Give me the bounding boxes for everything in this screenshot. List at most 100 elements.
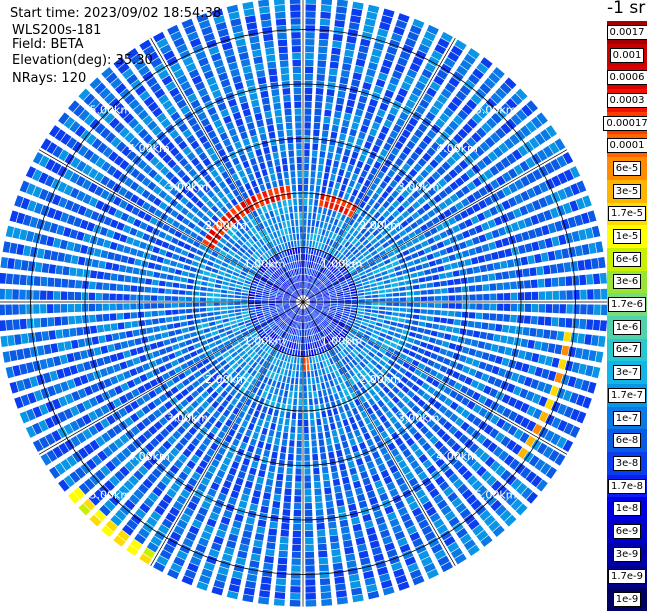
data-bin: [2, 351, 11, 363]
data-bin: [26, 183, 36, 196]
data-bin: [279, 410, 285, 418]
data-bin: [71, 202, 81, 213]
data-bin: [213, 579, 226, 589]
data-bin: [54, 129, 66, 142]
data-bin: [162, 494, 173, 504]
data-bin: [378, 381, 386, 389]
data-bin: [247, 348, 254, 356]
data-bin: [347, 354, 354, 361]
data-bin: [250, 401, 257, 409]
data-bin: [62, 266, 70, 276]
data-bin: [232, 157, 240, 166]
data-bin: [249, 157, 257, 166]
data-bin: [585, 365, 594, 377]
data-bin: [63, 169, 74, 181]
data-bin: [333, 160, 340, 168]
data-bin: [481, 222, 490, 231]
data-bin: [525, 121, 537, 133]
data-bin: [124, 499, 136, 511]
data-bin: [148, 390, 157, 399]
data-bin: [269, 521, 278, 529]
data-bin: [294, 275, 298, 283]
data-bin: [406, 437, 415, 447]
data-bin: [226, 330, 233, 335]
data-bin: [369, 261, 377, 267]
data-bin: [400, 179, 409, 188]
data-bin: [450, 45, 463, 57]
data-bin: [334, 443, 342, 451]
data-bin: [201, 281, 208, 286]
data-bin: [443, 536, 456, 547]
data-bin: [363, 163, 371, 172]
data-bin: [556, 331, 565, 341]
data-bin: [330, 297, 337, 299]
data-bin: [120, 212, 130, 222]
data-bin: [16, 348, 25, 360]
data-bin: [521, 363, 530, 373]
data-bin: [363, 264, 371, 270]
data-bin: [325, 328, 331, 334]
data-bin: [314, 255, 318, 263]
data-bin: [460, 533, 472, 545]
data-bin: [490, 499, 502, 512]
data-bin: [174, 269, 183, 275]
data-bin: [479, 83, 491, 95]
data-bin: [510, 314, 517, 323]
data-bin: [201, 500, 211, 510]
data-bin: [38, 419, 49, 432]
data-bin: [369, 388, 376, 397]
data-bin: [251, 280, 259, 285]
data-bin: [97, 450, 108, 462]
data-bin: [277, 320, 284, 326]
data-bin: [429, 488, 440, 499]
data-bin: [364, 383, 372, 391]
data-bin: [268, 278, 275, 283]
data-bin: [257, 285, 264, 289]
data-bin: [264, 197, 270, 205]
data-bin: [344, 326, 351, 332]
data-bin: [69, 172, 80, 184]
data-bin: [16, 212, 26, 225]
data-bin: [142, 71, 154, 82]
data-bin: [282, 303, 290, 305]
data-bin: [116, 293, 123, 301]
data-bin: [318, 347, 323, 355]
data-bin: [116, 352, 125, 361]
data-bin: [311, 440, 317, 447]
data-bin: [342, 476, 350, 485]
data-bin: [175, 203, 184, 212]
data-bin: [277, 329, 283, 335]
data-bin: [558, 234, 567, 245]
data-bin: [166, 216, 175, 225]
data-bin: [208, 277, 216, 283]
data-bin: [315, 271, 320, 278]
data-bin: [58, 197, 68, 208]
data-bin: [398, 152, 408, 161]
data-bin: [425, 220, 434, 229]
data-bin: [206, 386, 214, 394]
data-bin: [168, 244, 176, 252]
data-bin: [296, 268, 299, 275]
data-bin: [267, 471, 275, 480]
data-bin: [240, 395, 247, 404]
data-bin: [392, 292, 400, 297]
data-bin: [83, 443, 95, 455]
data-bin: [475, 504, 487, 516]
data-bin: [495, 108, 508, 120]
data-bin: [311, 164, 317, 171]
data-bin: [324, 487, 332, 495]
data-bin: [360, 227, 367, 235]
data-bin: [185, 303, 193, 308]
data-bin: [396, 358, 405, 365]
data-bin: [227, 265, 235, 271]
data-bin: [218, 414, 227, 423]
data-bin: [293, 321, 297, 328]
data-bin: [352, 72, 362, 81]
data-bin: [282, 265, 287, 272]
data-bin: [345, 372, 352, 380]
data-bin: [346, 201, 353, 209]
data-bin: [150, 536, 163, 547]
data-bin: [353, 322, 361, 327]
data-bin: [158, 310, 165, 316]
data-bin: [198, 263, 206, 269]
